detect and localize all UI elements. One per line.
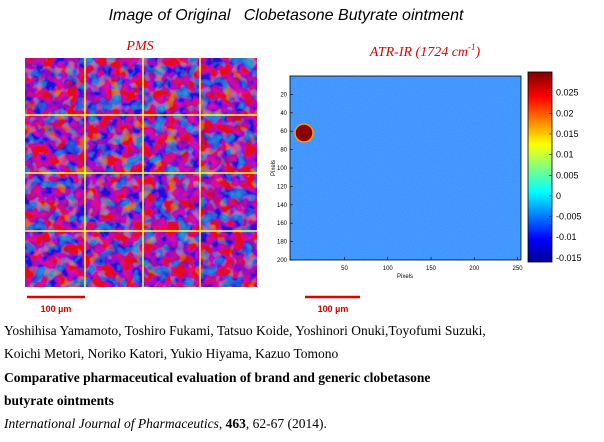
x-tick-label: 100 xyxy=(383,266,394,272)
authors: Koichi Metori, Noriko Katori, Yukio Hiya… xyxy=(4,346,339,361)
paper-title: butyrate ointments xyxy=(4,393,114,408)
y-tick-label: 160 xyxy=(277,221,288,227)
colorbar-tick-label: 0.02 xyxy=(556,108,574,118)
y-tick-label: 100 xyxy=(277,166,288,172)
sep: , xyxy=(218,416,226,431)
colorbar-tick-label: -0.015 xyxy=(556,253,582,263)
x-tick-label: 150 xyxy=(426,266,437,272)
y-tick-label: 80 xyxy=(280,148,287,154)
label-sup: -1 xyxy=(468,42,476,52)
y-tick-label: 140 xyxy=(277,203,288,209)
x-tick-label: 250 xyxy=(513,266,524,272)
colorbar-tick-label: 0.01 xyxy=(556,150,574,160)
colorbar-tick-label: 0.015 xyxy=(556,129,579,139)
label-text: ATR-IR (1724 cm xyxy=(369,45,468,60)
colorbar-tick-label: 0.025 xyxy=(556,88,579,98)
y-tick-label: 60 xyxy=(280,129,287,135)
y-tick-label: 200 xyxy=(277,258,288,264)
figure-title: Image of Original Clobetasone Butyrate o… xyxy=(109,7,464,24)
colorbar-tick-label: 0.005 xyxy=(556,170,579,180)
paper-title: Comparative pharmaceutical evaluation of… xyxy=(4,370,431,385)
pages: , 62-67 (2014). xyxy=(245,416,327,431)
y-tick-label: 120 xyxy=(277,184,288,190)
pms-grid xyxy=(25,58,257,287)
colorbar xyxy=(527,71,553,263)
colorbar-tick-label: 0 xyxy=(556,191,561,201)
y-tick-label: 40 xyxy=(280,111,287,117)
volume: 463 xyxy=(225,416,246,431)
colorbar-tick-label: -0.005 xyxy=(556,212,582,222)
pms-image xyxy=(25,58,257,287)
panel-label: ATR-IR (1724 cm-1) xyxy=(369,42,481,60)
journal: International Journal of Pharmaceutics xyxy=(4,416,219,431)
hotspot xyxy=(294,123,314,143)
panel-label: PMS xyxy=(125,39,153,54)
x-tick-label: 50 xyxy=(341,266,348,272)
figure: Image of Original Clobetasone Butyrate o… xyxy=(25,7,582,314)
scale-bar-label: 100 µm xyxy=(41,304,72,314)
scale-bar-label: 100 µm xyxy=(318,304,349,314)
label-end: ) xyxy=(475,45,481,60)
journal-ref: International Journal of Pharmaceutics , … xyxy=(4,416,327,432)
x-axis-label: Pixels xyxy=(397,274,413,280)
y-axis-label: Pixels xyxy=(271,160,277,176)
ir-heatmap xyxy=(289,75,522,261)
y-tick-label: 20 xyxy=(280,92,287,98)
y-tick-label: 180 xyxy=(277,240,288,246)
authors: Yoshihisa Yamamoto, Toshiro Fukami, Tats… xyxy=(4,323,486,338)
heatmap-noise xyxy=(290,76,521,260)
colorbar-tick-label: -0.01 xyxy=(556,232,577,242)
x-tick-label: 200 xyxy=(469,266,480,272)
